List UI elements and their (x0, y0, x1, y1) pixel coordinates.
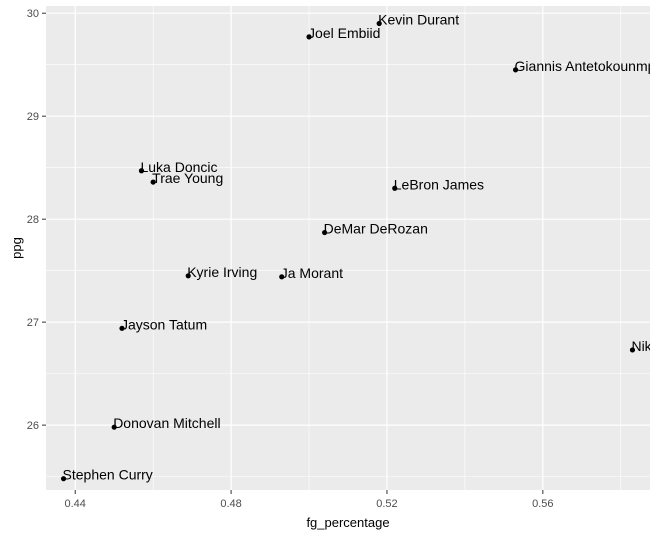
point-label: DeMar DeRozan (324, 221, 428, 237)
data-point (306, 34, 312, 40)
y-axis-title: ppg (9, 237, 24, 259)
point-label: Ja Morant (281, 265, 343, 281)
data-points (60, 20, 636, 482)
data-point (111, 424, 117, 430)
point-label: Trae Young (152, 170, 223, 186)
y-tick-label: 30 (27, 8, 39, 20)
x-tick-label: 0.44 (65, 498, 86, 510)
data-point (512, 67, 519, 73)
x-axis: 0.44 0.48 0.52 0.56 (65, 490, 554, 510)
data-point (138, 168, 145, 174)
y-tick-label: 26 (27, 420, 39, 432)
point-label: Donovan Mitchell (113, 415, 220, 431)
minor-gridlines (46, 6, 650, 490)
point-label: LeBron James (394, 176, 484, 192)
point-label: Stephen Curry (63, 467, 153, 483)
y-tick-label: 28 (27, 214, 39, 226)
point-label: Jayson Tatum (121, 316, 207, 332)
point-label: Kevin Durant (378, 12, 459, 28)
point-label: Giannis Antetokounmpo (515, 58, 656, 74)
major-gridlines (46, 6, 650, 490)
data-point (185, 273, 191, 279)
point-label: Luka Doncic (140, 159, 217, 175)
data-point (279, 274, 285, 280)
x-axis-title: fg_percentage (306, 515, 389, 530)
point-label: Kyrie Irving (187, 264, 257, 280)
y-tick-label: 27 (27, 317, 39, 329)
x-tick-label: 0.56 (532, 498, 553, 510)
x-tick-label: 0.52 (376, 498, 397, 510)
data-point (322, 229, 328, 236)
data-point (150, 179, 156, 185)
data-point (392, 185, 398, 191)
point-label: Joel Embiid (308, 25, 380, 41)
x-tick-label: 0.48 (220, 498, 241, 510)
data-point (629, 347, 636, 353)
data-point (376, 20, 382, 27)
plot-panel (46, 6, 650, 490)
data-point (60, 476, 67, 482)
data-point (119, 325, 125, 331)
y-axis: 26 27 28 29 30 (27, 8, 46, 432)
y-tick-label: 29 (27, 111, 39, 123)
point-label: Nikola Jokic (631, 338, 656, 354)
